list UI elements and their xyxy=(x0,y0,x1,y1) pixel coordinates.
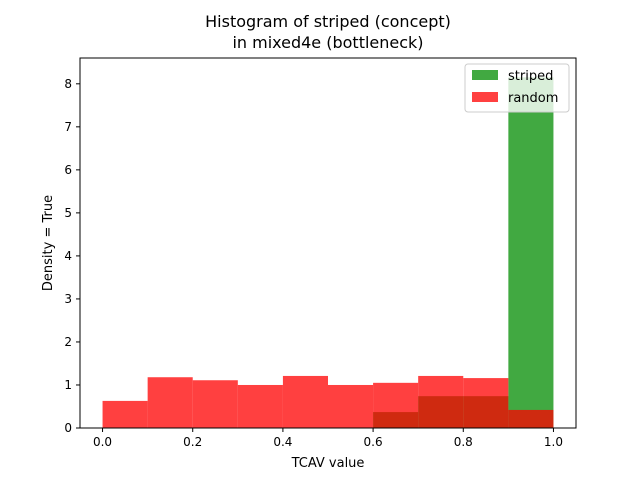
legend-label-striped: striped xyxy=(508,69,553,84)
plot-frame xyxy=(79,57,577,429)
bar-random-8 xyxy=(463,378,509,428)
y-tick-label: 5 xyxy=(64,206,72,220)
y-tick-label: 4 xyxy=(64,249,72,263)
x-tick-label: 0.4 xyxy=(273,435,292,449)
y-tick-label: 1 xyxy=(64,378,72,392)
x-tick-label: 0.2 xyxy=(183,435,202,449)
x-tick-label: 1.0 xyxy=(544,435,563,449)
bars-layer xyxy=(102,77,554,429)
bar-striped-3 xyxy=(508,77,554,429)
bar-random-2 xyxy=(192,380,238,428)
y-tick-label: 3 xyxy=(64,292,72,306)
y-tick-label: 8 xyxy=(64,77,72,91)
y-axis-label: Density = True xyxy=(41,195,56,291)
x-tick-label: 0.6 xyxy=(364,435,383,449)
bar-random-6 xyxy=(373,382,419,428)
chart-title-line1: Histogram of striped (concept) xyxy=(205,12,451,31)
x-tick-label: 0.8 xyxy=(454,435,473,449)
x-tick-label: 0.0 xyxy=(93,435,112,449)
bar-random-0 xyxy=(102,400,148,428)
y-tick-label: 7 xyxy=(64,120,72,134)
y-tick-label: 2 xyxy=(64,335,72,349)
bar-random-7 xyxy=(418,375,464,428)
ticks-layer: 0.0 0.2 0.4 0.6 0.8 1.0 0 1 2 3 4 5 6 7 8 xyxy=(64,77,563,449)
bar-random-5 xyxy=(328,384,374,428)
bar-random-3 xyxy=(237,384,283,428)
legend-swatch-striped xyxy=(472,70,498,80)
x-axis-label: TCAV value xyxy=(291,456,365,471)
legend-swatch-random xyxy=(472,92,498,102)
bar-random-9 xyxy=(508,409,554,428)
y-tick-label: 0 xyxy=(64,421,72,435)
legend-label-random: random xyxy=(508,91,558,106)
bar-random-1 xyxy=(147,377,193,428)
bar-random-4 xyxy=(282,375,328,428)
chart-title-line2: in mixed4e (bottleneck) xyxy=(232,33,423,52)
y-tick-label: 6 xyxy=(64,163,72,177)
legend: striped random xyxy=(464,63,570,113)
